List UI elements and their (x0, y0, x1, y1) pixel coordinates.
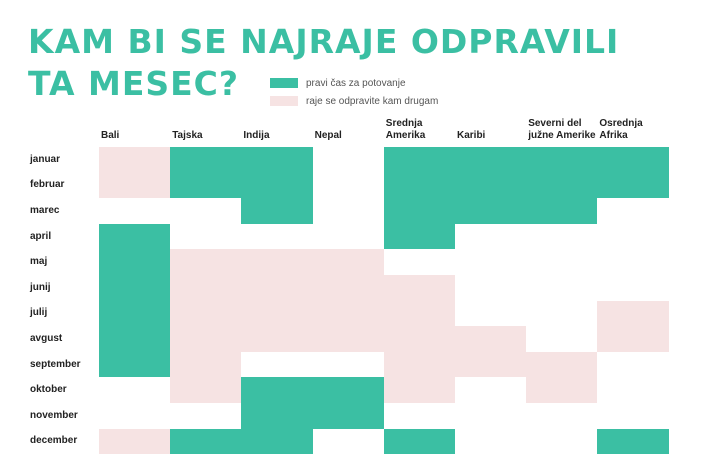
month-label: april (30, 230, 52, 242)
calendar-cell-avoid (455, 352, 526, 377)
calendar-cell-good (455, 198, 526, 224)
column-header: Srednja Amerika (386, 118, 425, 142)
calendar-cell-good (384, 198, 455, 224)
title-line-1: KAM BI SE NAJRAJE ODPRAVILI (28, 22, 620, 61)
legend-swatch-avoid (270, 96, 298, 106)
calendar-cell-avoid (384, 301, 455, 326)
calendar-cell-good (313, 403, 384, 429)
calendar-cell-avoid (170, 377, 241, 403)
calendar-cell-avoid (241, 301, 313, 326)
month-label: junij (30, 281, 51, 293)
calendar-cell-good (99, 224, 170, 249)
calendar-cell-avoid (526, 377, 597, 403)
calendar-cell-good (99, 275, 170, 301)
calendar-cell-avoid (170, 275, 241, 301)
calendar-cell-avoid (241, 249, 313, 275)
calendar-cell-good (99, 249, 170, 275)
column-header-line-1: Bali (101, 130, 120, 141)
month-label: december (30, 435, 78, 447)
column-header: Bali (101, 130, 119, 142)
column-header: Karibi (457, 130, 485, 142)
calendar-cell-avoid (170, 352, 241, 377)
calendar-cell-avoid (313, 275, 384, 301)
column-header-line-1: Srednja (385, 118, 423, 129)
calendar-cell-avoid (526, 352, 597, 377)
calendar-cell-good (384, 173, 455, 198)
calendar-cell-good (99, 352, 170, 377)
calendar-cell-good (241, 403, 313, 429)
calendar-cell-good (241, 377, 313, 403)
column-header-line-1: Severni del (528, 118, 582, 129)
calendar-cell-avoid (99, 429, 170, 454)
column-header-line-1: Osrednja (599, 118, 643, 129)
legend-label-avoid: raje se odpravite kam drugam (306, 95, 439, 107)
calendar-cell-avoid (170, 249, 241, 275)
calendar-cell-good (241, 198, 313, 224)
legend-label-good: pravi čas za potovanje (306, 77, 406, 89)
calendar-cell-good (99, 326, 170, 352)
calendar-cell-avoid (99, 173, 170, 198)
month-label: julij (30, 307, 48, 319)
month-label: februar (30, 179, 65, 191)
calendar-cell-avoid (384, 352, 455, 377)
calendar-cell-good (526, 147, 597, 173)
column-header-line-1: Indija (243, 130, 270, 141)
calendar-cell-avoid (384, 377, 455, 403)
column-header: Indija (243, 130, 269, 142)
calendar-cell-avoid (597, 301, 669, 326)
calendar-cell-good (170, 147, 241, 173)
column-header: Nepal (315, 130, 342, 142)
month-label: september (30, 358, 81, 370)
calendar-cell-avoid (455, 326, 526, 352)
calendar-cell-avoid (384, 326, 455, 352)
month-label: maj (30, 256, 48, 268)
title-line-2: TA MESEC? (28, 64, 240, 103)
month-label: november (30, 409, 78, 421)
column-header: Tajska (172, 130, 202, 142)
month-label: oktober (30, 384, 67, 396)
calendar-cell-good (455, 173, 526, 198)
calendar-cell-good (597, 429, 669, 454)
calendar-cell-avoid (313, 301, 384, 326)
calendar-cell-avoid (597, 326, 669, 352)
calendar-cell-good (99, 301, 170, 326)
calendar-cell-avoid (99, 147, 170, 173)
calendar-cell-good (170, 429, 241, 454)
column-header-line-2: Amerika (385, 130, 426, 141)
calendar-cell-good (526, 198, 597, 224)
calendar-cell-good (313, 377, 384, 403)
column-header-line-1: Tajska (172, 130, 203, 141)
column-header-line-1: Karibi (457, 130, 486, 141)
calendar-cell-good (241, 429, 313, 454)
calendar-cell-avoid (170, 301, 241, 326)
calendar-cell-good (241, 147, 313, 173)
calendar-cell-good (597, 147, 669, 173)
calendar-cell-good (170, 173, 241, 198)
calendar-cell-good (384, 224, 455, 249)
calendar-cell-good (455, 147, 526, 173)
calendar-cell-good (384, 147, 455, 173)
calendar-cell-good (597, 173, 669, 198)
column-header: Severni del južne Amerike (528, 118, 595, 142)
calendar-cell-good (384, 429, 455, 454)
calendar-cell-avoid (384, 275, 455, 301)
legend-item-good: pravi čas za potovanje (270, 76, 406, 90)
legend-item-avoid: raje se odpravite kam drugam (270, 94, 438, 108)
month-label: marec (30, 205, 60, 216)
calendar-cell-avoid (313, 249, 384, 275)
legend-swatch-good (270, 78, 298, 88)
month-label: januar (30, 153, 61, 165)
calendar-cell-avoid (241, 326, 313, 352)
column-header: Osrednja Afrika (599, 118, 642, 142)
calendar-cell-avoid (313, 326, 384, 352)
column-header-line-2: Afrika (599, 130, 628, 141)
calendar-cell-avoid (241, 275, 313, 301)
calendar-cell-good (241, 173, 313, 198)
column-header-line-1: Nepal (314, 130, 342, 141)
calendar-cell-avoid (170, 326, 241, 352)
calendar-cell-good (526, 173, 597, 198)
column-header-line-2: južne Amerike (528, 130, 596, 141)
month-label: avgust (30, 333, 63, 344)
